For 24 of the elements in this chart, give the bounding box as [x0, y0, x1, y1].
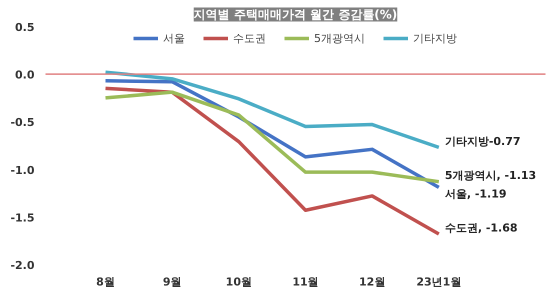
x-tick-label: 12월 — [359, 276, 386, 288]
y-tick-label: -1.5 — [10, 211, 35, 224]
legend-label: 서울 — [163, 30, 185, 46]
y-tick-label: -0.5 — [10, 116, 35, 130]
annotation: 서울, -1.19 — [444, 188, 507, 201]
x-tick-label: 9월 — [162, 276, 182, 288]
x-tick-label: 10월 — [226, 276, 252, 288]
annotation: 5개광역시, -1.13 — [444, 169, 536, 182]
legend-label: 수도권 — [233, 30, 266, 46]
y-tick-label: -1.0 — [10, 164, 35, 177]
y-tick-label: -2.0 — [10, 259, 35, 272]
annotation: 수도권, -1.68 — [444, 222, 518, 235]
x-tick-label: 11월 — [292, 276, 319, 288]
y-tick-label: 0.5 — [15, 21, 35, 34]
line-series — [104, 70, 441, 150]
x-tick-label: 8월 — [96, 276, 115, 288]
legend-label: 기타지방 — [413, 30, 457, 46]
line-series — [104, 90, 441, 184]
line-series — [104, 86, 441, 236]
legend-label: 5개광역시 — [314, 30, 365, 46]
chart-title: 지역별 주택매매가격 월간 증감률(%) — [194, 8, 398, 22]
y-tick-label: 0.0 — [15, 68, 35, 82]
annotation: 기타지방-0.77 — [444, 134, 521, 148]
x-tick-label: 23년1월 — [416, 276, 462, 288]
